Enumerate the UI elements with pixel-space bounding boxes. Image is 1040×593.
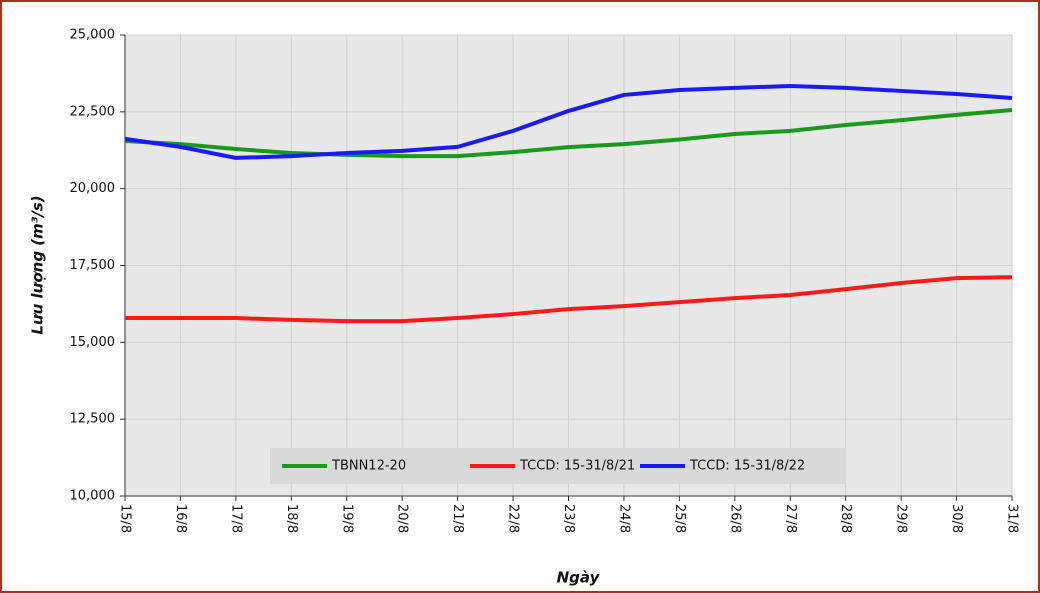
x-tick-label: 31/8: [1005, 504, 1020, 533]
x-tick-label: 21/8: [450, 504, 465, 533]
y-tick-label: 10,000: [70, 489, 116, 504]
x-tick-label: 15/8: [118, 504, 133, 533]
x-tick-label: 23/8: [561, 504, 576, 533]
x-tick-label: 24/8: [616, 504, 631, 533]
y-tick-label: 20,000: [70, 181, 116, 196]
y-tick-label: 22,500: [70, 104, 116, 119]
y-tick-label: 15,000: [70, 335, 116, 350]
y-axis-title: Lưu lượng (m³/s): [29, 195, 47, 334]
x-tick-label: 17/8: [228, 504, 243, 533]
series-line: [124, 107, 1013, 159]
x-tick-label: 27/8: [783, 504, 798, 533]
x-tick-label: 22/8: [506, 504, 521, 533]
x-tick-label: 28/8: [838, 504, 853, 533]
x-tick-label: 30/8: [949, 504, 964, 533]
series-line: [125, 275, 1013, 324]
y-tick-label: 12,500: [70, 412, 116, 427]
legend-label: TBNN12-20: [331, 459, 406, 474]
legend-label: TCCD: 15-31/8/22: [689, 459, 805, 474]
x-axis-title: Ngày: [557, 569, 601, 587]
series-line: [124, 84, 1013, 160]
x-tick-label: 20/8: [395, 504, 410, 533]
x-tick-label: 26/8: [727, 504, 742, 533]
x-tick-label: 25/8: [672, 504, 687, 533]
x-tick-label: 29/8: [894, 504, 909, 533]
y-tick-label: 25,000: [70, 28, 116, 43]
x-tick-label: 16/8: [173, 504, 188, 533]
legend-label: TCCD: 15-31/8/21: [519, 459, 635, 474]
x-tick-label: 18/8: [284, 504, 299, 533]
x-tick-label: 19/8: [339, 504, 354, 533]
legend-box: [270, 448, 846, 484]
y-tick-label: 17,500: [70, 258, 116, 273]
